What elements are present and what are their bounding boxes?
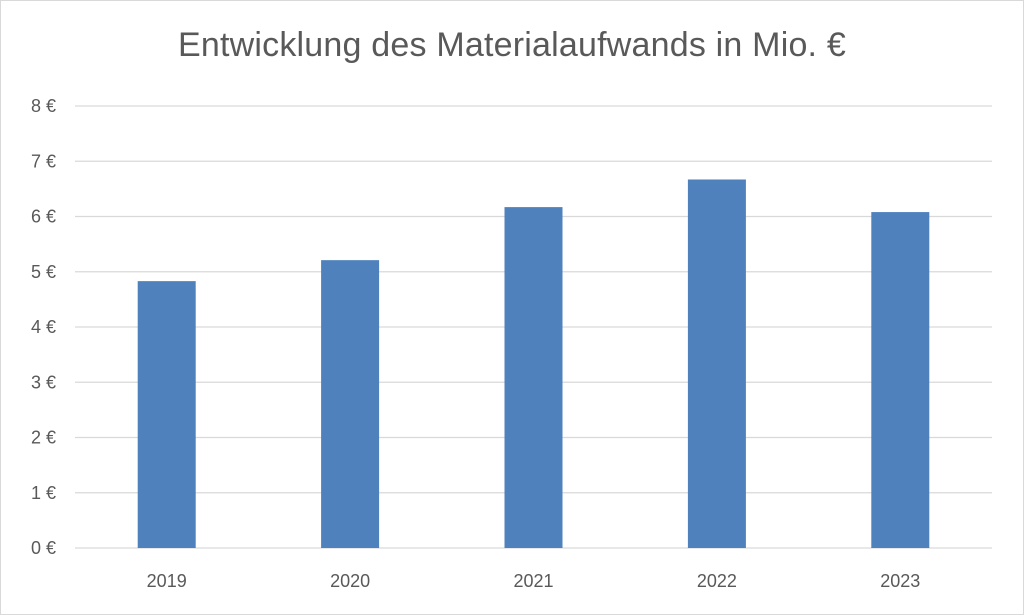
y-tick-label: 4 € [31,317,56,337]
bar-2022 [687,179,746,549]
y-tick-label: 5 € [31,262,56,282]
x-tick-label: 2019 [147,571,187,591]
y-tick-label: 6 € [31,207,56,227]
x-axis-ticks: 2019 2020 2021 2022 2023 [147,571,921,591]
bar-2023 [871,212,930,548]
y-axis-ticks: 0 € 1 € 2 € 3 € 4 € 5 € 6 € 7 € 8 € [31,96,56,558]
chart-title: Entwicklung des Materialaufwands in Mio.… [178,26,846,64]
bar-2019 [137,281,196,548]
y-tick-label: 1 € [31,483,56,503]
y-tick-label: 2 € [31,428,56,448]
x-tick-label: 2021 [513,571,553,591]
y-tick-label: 0 € [31,538,56,558]
x-tick-label: 2022 [697,571,737,591]
bar-2020 [321,260,380,548]
y-tick-label: 8 € [31,96,56,116]
bar-2021 [504,207,563,549]
y-tick-label: 7 € [31,151,56,171]
x-tick-label: 2020 [330,571,370,591]
x-tick-label: 2023 [880,571,920,591]
y-tick-label: 3 € [31,372,56,392]
bars [137,179,930,549]
